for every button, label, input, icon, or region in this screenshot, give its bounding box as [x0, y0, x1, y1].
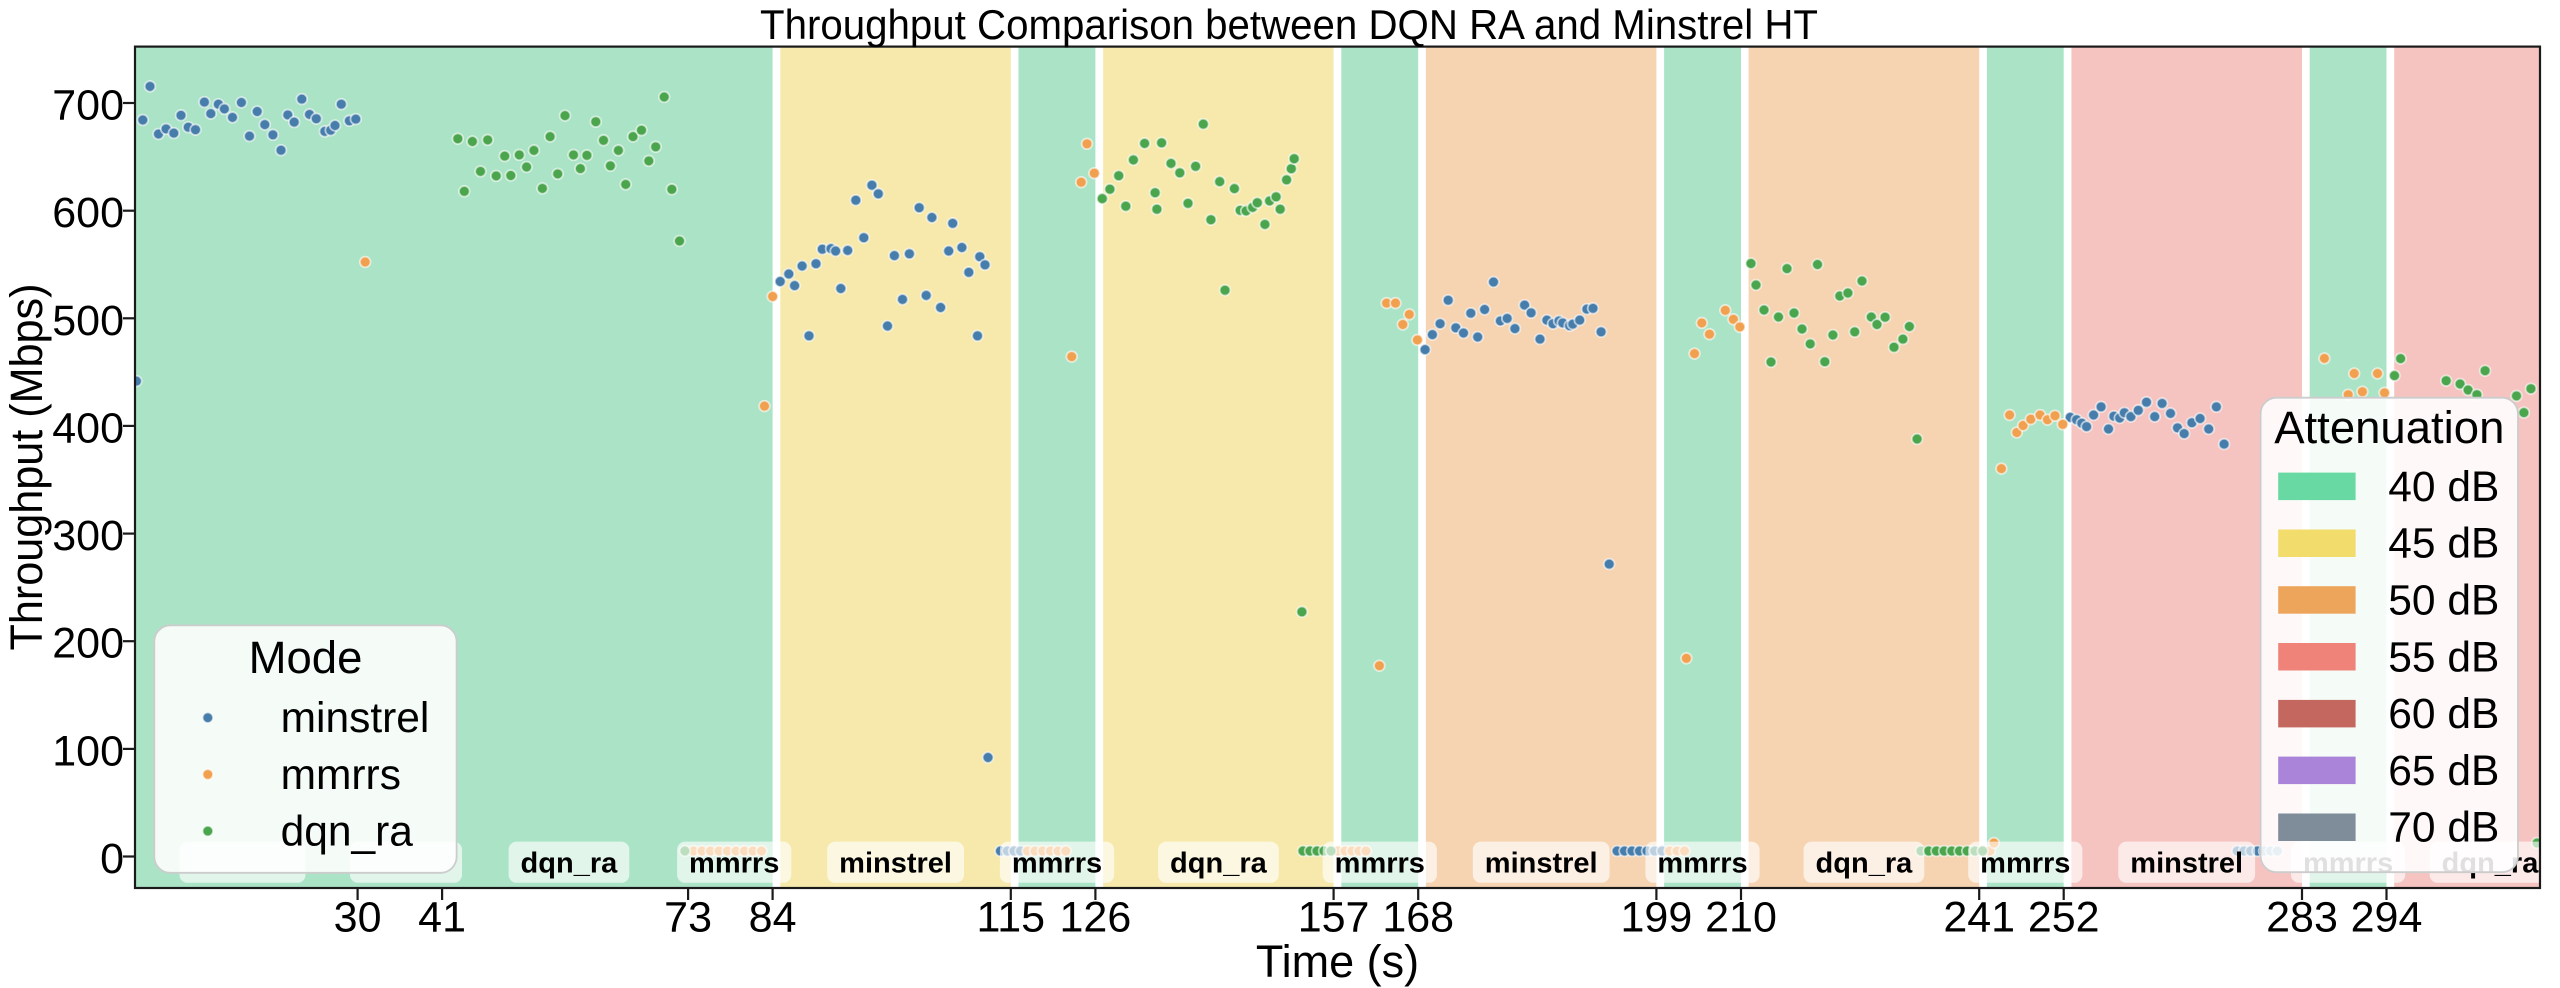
svg-text:41: 41 [418, 894, 466, 942]
svg-text:600: 600 [52, 189, 124, 237]
svg-text:dqn_ra: dqn_ra [521, 848, 619, 880]
svg-text:84: 84 [749, 894, 797, 942]
svg-text:Mode: Mode [249, 632, 363, 683]
svg-text:500: 500 [52, 297, 124, 345]
svg-text:45 dB: 45 dB [2388, 521, 2499, 568]
svg-text:60 dB: 60 dB [2388, 691, 2499, 738]
svg-text:700: 700 [52, 82, 124, 130]
svg-text:300: 300 [52, 512, 124, 560]
svg-text:50 dB: 50 dB [2388, 578, 2499, 625]
svg-text:0: 0 [100, 835, 124, 883]
svg-text:200: 200 [52, 620, 124, 668]
svg-text:100: 100 [52, 727, 124, 775]
svg-text:minstrel: minstrel [2130, 848, 2243, 880]
svg-text:400: 400 [52, 404, 124, 452]
svg-text:283: 283 [2266, 894, 2338, 942]
svg-text:40 dB: 40 dB [2388, 464, 2499, 511]
svg-text:241: 241 [1943, 894, 2015, 942]
svg-text:210: 210 [1705, 894, 1777, 942]
svg-text:mmrrs: mmrrs [1335, 848, 1425, 880]
svg-text:70 dB: 70 dB [2388, 805, 2499, 852]
svg-text:294: 294 [2351, 894, 2423, 942]
svg-text:Throughput Comparison between: Throughput Comparison between DQN RA and… [760, 1, 1818, 48]
svg-text:252: 252 [2028, 894, 2100, 942]
svg-text:199: 199 [1621, 894, 1693, 942]
svg-text:minstrel: minstrel [1485, 848, 1598, 880]
svg-text:dqn_ra: dqn_ra [281, 809, 414, 856]
svg-text:73: 73 [664, 894, 712, 942]
svg-text:168: 168 [1382, 894, 1454, 942]
svg-text:mmrrs: mmrrs [689, 848, 779, 880]
svg-text:dqn_ra: dqn_ra [1170, 848, 1268, 880]
svg-text:mmrrs: mmrrs [1012, 848, 1102, 880]
svg-text:mmrrs: mmrrs [281, 752, 401, 799]
svg-text:Time (s): Time (s) [1256, 936, 1419, 987]
svg-text:mmrrs: mmrrs [1657, 848, 1747, 880]
svg-text:115: 115 [977, 894, 1046, 942]
svg-text:65 dB: 65 dB [2388, 748, 2499, 795]
svg-text:157: 157 [1298, 894, 1370, 942]
svg-text:mmrrs: mmrrs [1980, 848, 2070, 880]
svg-text:126: 126 [1060, 894, 1132, 942]
svg-text:minstrel: minstrel [839, 848, 952, 880]
svg-text:Throughput (Mbps): Throughput (Mbps) [1, 284, 52, 651]
svg-text:minstrel: minstrel [281, 695, 430, 742]
svg-text:dqn_ra: dqn_ra [1816, 848, 1914, 880]
svg-text:Attenuation: Attenuation [2274, 402, 2504, 453]
svg-text:55 dB: 55 dB [2388, 634, 2499, 681]
svg-text:30: 30 [334, 894, 382, 942]
